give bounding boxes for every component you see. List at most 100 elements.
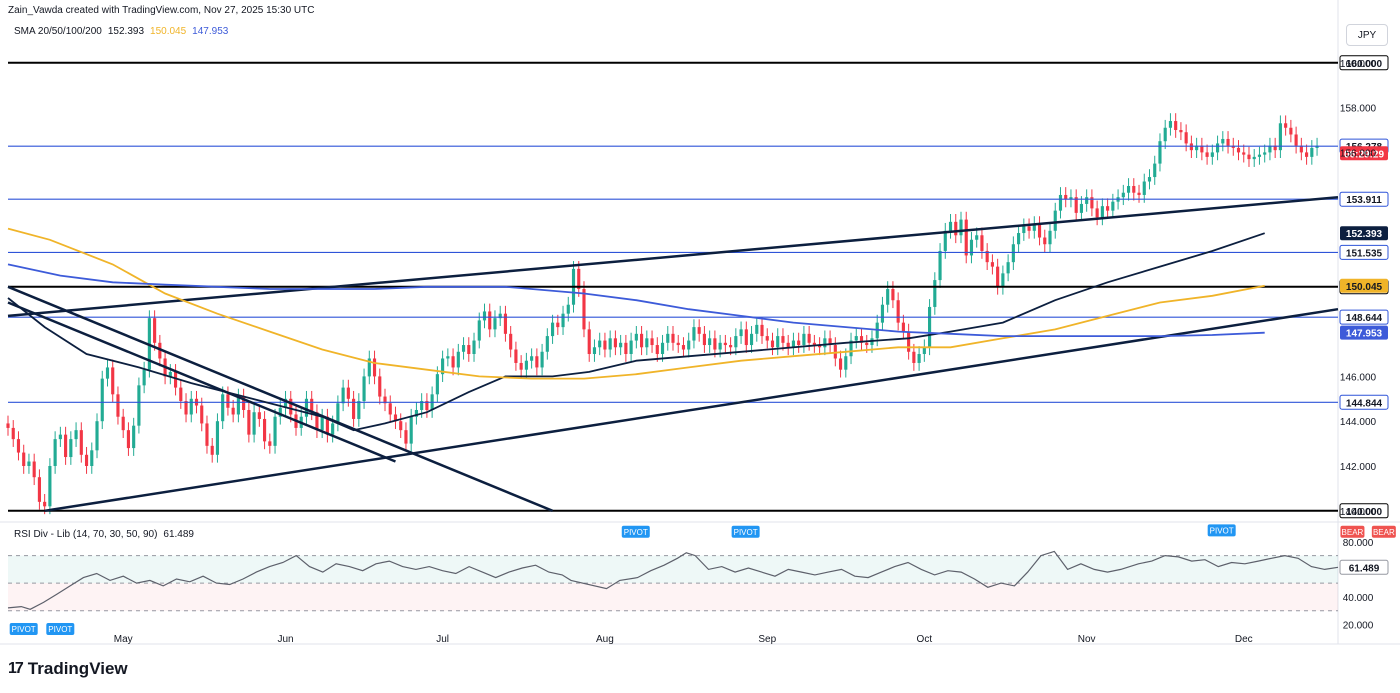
candle-body bbox=[252, 412, 256, 435]
sma20-value: 152.393 bbox=[107, 26, 145, 37]
candle-body bbox=[535, 356, 539, 368]
candle-body bbox=[362, 376, 366, 402]
candle-body bbox=[132, 425, 136, 449]
candle-body bbox=[807, 333, 811, 343]
level-tag-bg bbox=[1339, 503, 1389, 519]
candle-body bbox=[1137, 192, 1141, 195]
candle-body bbox=[247, 410, 251, 435]
sma-legend-label: SMA 20/50/100/200 bbox=[14, 26, 102, 37]
pivot-label: PIVOT bbox=[734, 528, 758, 537]
candle-body bbox=[236, 396, 240, 415]
pivot-label-bg bbox=[9, 622, 38, 635]
candle-body bbox=[1022, 226, 1026, 234]
candle-body bbox=[802, 333, 806, 346]
candle-body bbox=[1001, 273, 1005, 287]
candle-body bbox=[200, 405, 204, 424]
candle-body bbox=[854, 336, 858, 341]
price-tag-bg bbox=[1340, 325, 1388, 340]
grid-layer bbox=[0, 0, 1400, 645]
candle-body bbox=[975, 235, 979, 240]
price-axis-tick: 142.000 bbox=[1340, 462, 1377, 473]
candle-body bbox=[1263, 152, 1267, 155]
candle-body bbox=[58, 434, 62, 440]
rsi-legend[interactable]: RSI Div - Lib (14, 70, 30, 50, 90) 61.489 bbox=[14, 529, 200, 540]
candle-body bbox=[1153, 163, 1157, 178]
candle-body bbox=[1305, 152, 1309, 157]
currency-button[interactable]: JPY bbox=[1346, 24, 1388, 46]
candle-body bbox=[27, 461, 31, 466]
candle-body bbox=[880, 304, 885, 323]
candle-body bbox=[393, 414, 398, 422]
price-tags-layer: 160.000156.278153.911151.535150.000148.6… bbox=[1339, 55, 1389, 519]
candle-body bbox=[765, 336, 769, 341]
candle-body bbox=[797, 340, 801, 346]
candle-body bbox=[1195, 145, 1199, 151]
candle-body bbox=[435, 374, 439, 395]
candle-body bbox=[1058, 194, 1063, 211]
candle-body bbox=[859, 336, 864, 343]
candle-body bbox=[320, 416, 324, 431]
candle-body bbox=[111, 367, 115, 395]
candle-body bbox=[378, 376, 382, 397]
tradingview-brand[interactable]: 17 TradingView bbox=[8, 659, 128, 679]
axis-layer: 140.000 142.000 144.000 146.000 156.000 158.0… bbox=[114, 59, 1377, 645]
candle-body bbox=[566, 304, 570, 314]
candle-body bbox=[451, 356, 455, 368]
candle-body bbox=[399, 421, 403, 431]
candle-body bbox=[372, 358, 377, 377]
time-axis-tick: Jun bbox=[277, 634, 293, 645]
candle-body bbox=[1064, 194, 1068, 200]
candle-body bbox=[310, 398, 314, 413]
candle-body bbox=[153, 318, 157, 343]
candle-body bbox=[556, 322, 560, 328]
candle-body bbox=[1210, 152, 1214, 157]
candle-body bbox=[640, 333, 644, 348]
candle-body bbox=[425, 401, 429, 410]
sma-50-line bbox=[7, 227, 1265, 380]
candle-body bbox=[1142, 181, 1146, 195]
candle-body bbox=[1252, 156, 1256, 160]
candle-body bbox=[488, 311, 492, 330]
candle-body bbox=[179, 387, 183, 402]
candle-body bbox=[1069, 197, 1073, 200]
level-tag-label: 140.000 bbox=[1346, 507, 1383, 518]
candle-body bbox=[948, 221, 953, 231]
candle-body bbox=[1011, 244, 1015, 263]
pivot-label-bg bbox=[46, 622, 75, 635]
pivot-label: PIVOT bbox=[12, 625, 36, 634]
candle-body bbox=[540, 351, 544, 368]
candle-body bbox=[530, 356, 534, 361]
candle-body bbox=[1205, 152, 1209, 157]
candle-body bbox=[514, 349, 518, 363]
sma50-value: 150.045 bbox=[150, 26, 187, 37]
candle-body bbox=[105, 367, 110, 379]
level-tag-label: 151.535 bbox=[1346, 248, 1383, 259]
rsi-line bbox=[7, 550, 1339, 610]
candle-body bbox=[1037, 224, 1042, 238]
candle-body bbox=[718, 342, 722, 350]
candle-body bbox=[933, 280, 937, 307]
candle-body bbox=[482, 311, 487, 321]
candle-body bbox=[907, 331, 911, 352]
candle-body bbox=[409, 416, 413, 444]
candle-body bbox=[1315, 145, 1319, 148]
candle-body bbox=[519, 362, 523, 370]
candle-body bbox=[1106, 206, 1110, 211]
price-axis-tick: 158.000 bbox=[1340, 104, 1377, 115]
candle-body bbox=[1111, 201, 1115, 211]
level-tag-bg bbox=[1339, 55, 1389, 71]
rsi-oversold-zone bbox=[8, 583, 1338, 611]
candle-body bbox=[357, 401, 361, 419]
candle-body bbox=[1090, 197, 1094, 209]
price-axis-tick: 160.000 bbox=[1340, 59, 1377, 70]
candle-body bbox=[812, 342, 816, 346]
level-tag-label: 153.911 bbox=[1346, 195, 1382, 206]
candle-body bbox=[1168, 121, 1173, 128]
sma-legend[interactable]: SMA 20/50/100/200 152.393 150.045 147.953 bbox=[14, 26, 234, 37]
candle-body bbox=[205, 423, 209, 446]
candle-body bbox=[121, 416, 125, 431]
candle-body bbox=[1017, 233, 1021, 245]
lower-channel-line bbox=[44, 307, 1339, 513]
candle-body bbox=[315, 412, 319, 431]
